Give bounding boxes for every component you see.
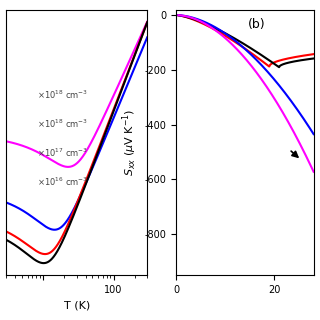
Text: $\times$10$^{18}$ cm$^{-3}$: $\times$10$^{18}$ cm$^{-3}$ bbox=[37, 88, 89, 101]
Text: $\times$10$^{18}$ cm$^{-3}$: $\times$10$^{18}$ cm$^{-3}$ bbox=[37, 118, 89, 130]
Y-axis label: $S_{xx}$ ($\mu$V K$^{-1}$): $S_{xx}$ ($\mu$V K$^{-1}$) bbox=[120, 109, 139, 176]
X-axis label: T (K): T (K) bbox=[64, 300, 90, 310]
Text: $\times$10$^{16}$ cm$^{-3}$: $\times$10$^{16}$ cm$^{-3}$ bbox=[37, 176, 89, 188]
Text: (b): (b) bbox=[248, 18, 265, 31]
Text: $\times$10$^{17}$ cm$^{-3}$: $\times$10$^{17}$ cm$^{-3}$ bbox=[37, 147, 89, 159]
